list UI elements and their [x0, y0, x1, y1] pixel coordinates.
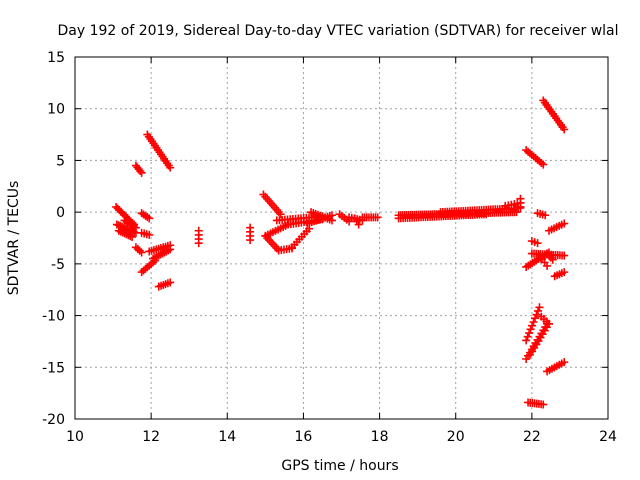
y-tick-label: 10 — [47, 102, 65, 118]
data-point — [528, 321, 537, 330]
data-points — [112, 96, 569, 409]
data-point — [373, 213, 382, 222]
y-tick-labels: 15 10 5 0 -5 -10 -15 -20 — [42, 50, 65, 428]
data-point — [533, 239, 542, 248]
data-point — [131, 223, 140, 232]
data-point — [560, 219, 569, 228]
data-point — [145, 230, 154, 239]
y-tick-label: -15 — [42, 360, 65, 376]
chart-title: Day 192 of 2019, Sidereal Day-to-day VTE… — [57, 23, 618, 39]
data-point — [544, 319, 553, 328]
data-point — [543, 261, 552, 270]
data-point — [526, 325, 535, 334]
y-tick-label: -20 — [42, 412, 65, 428]
y-tick-label: 0 — [56, 205, 65, 221]
data-point — [560, 358, 569, 367]
data-point — [548, 255, 557, 264]
data-point — [166, 278, 175, 287]
data-point — [539, 400, 548, 409]
x-tick-label: 12 — [142, 429, 160, 445]
data-point — [137, 248, 146, 257]
y-tick-label: 5 — [56, 153, 65, 169]
x-tick-label: 22 — [523, 429, 541, 445]
data-point — [136, 167, 145, 176]
grid-lines — [75, 57, 608, 419]
x-tick-label: 20 — [447, 429, 465, 445]
data-point — [128, 232, 137, 241]
data-point — [560, 251, 569, 260]
data-point — [533, 306, 542, 315]
axis-ticks — [74, 56, 609, 420]
data-point — [523, 332, 532, 341]
x-tick-label: 10 — [66, 429, 84, 445]
data-point — [535, 303, 544, 312]
plot-frame — [74, 56, 609, 420]
y-tick-label: -5 — [51, 257, 65, 273]
y-tick-label: -10 — [42, 309, 65, 325]
data-point — [246, 236, 255, 245]
x-tick-label: 18 — [371, 429, 389, 445]
x-tick-label: 16 — [295, 429, 313, 445]
data-point — [166, 163, 175, 172]
y-tick-label: 15 — [47, 50, 65, 66]
data-point — [560, 268, 569, 277]
data-point — [194, 239, 203, 248]
data-point — [516, 202, 525, 211]
x-tick-labels: 10 12 14 16 18 20 22 24 — [66, 429, 617, 445]
data-point — [560, 125, 569, 134]
data-point — [145, 214, 154, 223]
data-point — [525, 329, 534, 338]
data-point — [539, 160, 548, 169]
x-axis-label: GPS time / hours — [281, 458, 398, 474]
data-point — [532, 310, 541, 319]
data-point — [166, 241, 175, 250]
data-point — [137, 168, 146, 177]
x-tick-label: 24 — [599, 429, 617, 445]
data-point — [522, 336, 531, 345]
data-point — [531, 314, 540, 323]
y-axis-label: SDTVAR / TECUs — [6, 181, 22, 296]
data-point — [541, 211, 550, 220]
data-point — [529, 318, 538, 327]
x-tick-label: 14 — [218, 429, 236, 445]
data-point — [276, 210, 285, 219]
data-point — [354, 220, 363, 229]
data-point — [327, 216, 336, 225]
